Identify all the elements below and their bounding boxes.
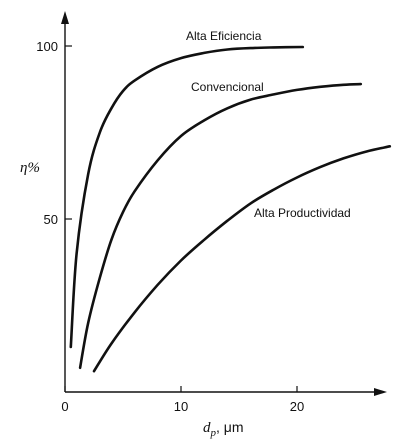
x-axis-label-subscript: p	[210, 427, 217, 439]
series-label: Alta Productividad	[254, 206, 351, 220]
x-axis-label-symbol: d	[203, 420, 211, 436]
series-labels: Alta Eficiencia Convencional Alta Producti…	[186, 29, 351, 220]
y-axis-arrow	[61, 11, 69, 24]
x-tick-label: 10	[174, 399, 188, 414]
x-tick-label: 0	[61, 399, 68, 414]
axes	[61, 11, 387, 396]
y-tick-label: 100	[36, 39, 58, 54]
series-line	[69, 45, 305, 349]
y-axis-label: η%	[20, 160, 40, 176]
curves	[69, 45, 392, 373]
x-axis-arrow	[374, 388, 387, 396]
series-label: Convencional	[191, 80, 264, 94]
x-tick-label: 20	[290, 399, 304, 414]
x-axis-label: dp, μm	[203, 419, 244, 439]
series-line	[78, 82, 363, 370]
series-line	[92, 145, 392, 373]
series-label: Alta Eficiencia	[186, 29, 262, 43]
y-tick-label: 50	[44, 212, 58, 227]
ticks: 0 10 20 50 100	[36, 39, 304, 414]
x-axis-label-unit: , μm	[216, 419, 244, 435]
